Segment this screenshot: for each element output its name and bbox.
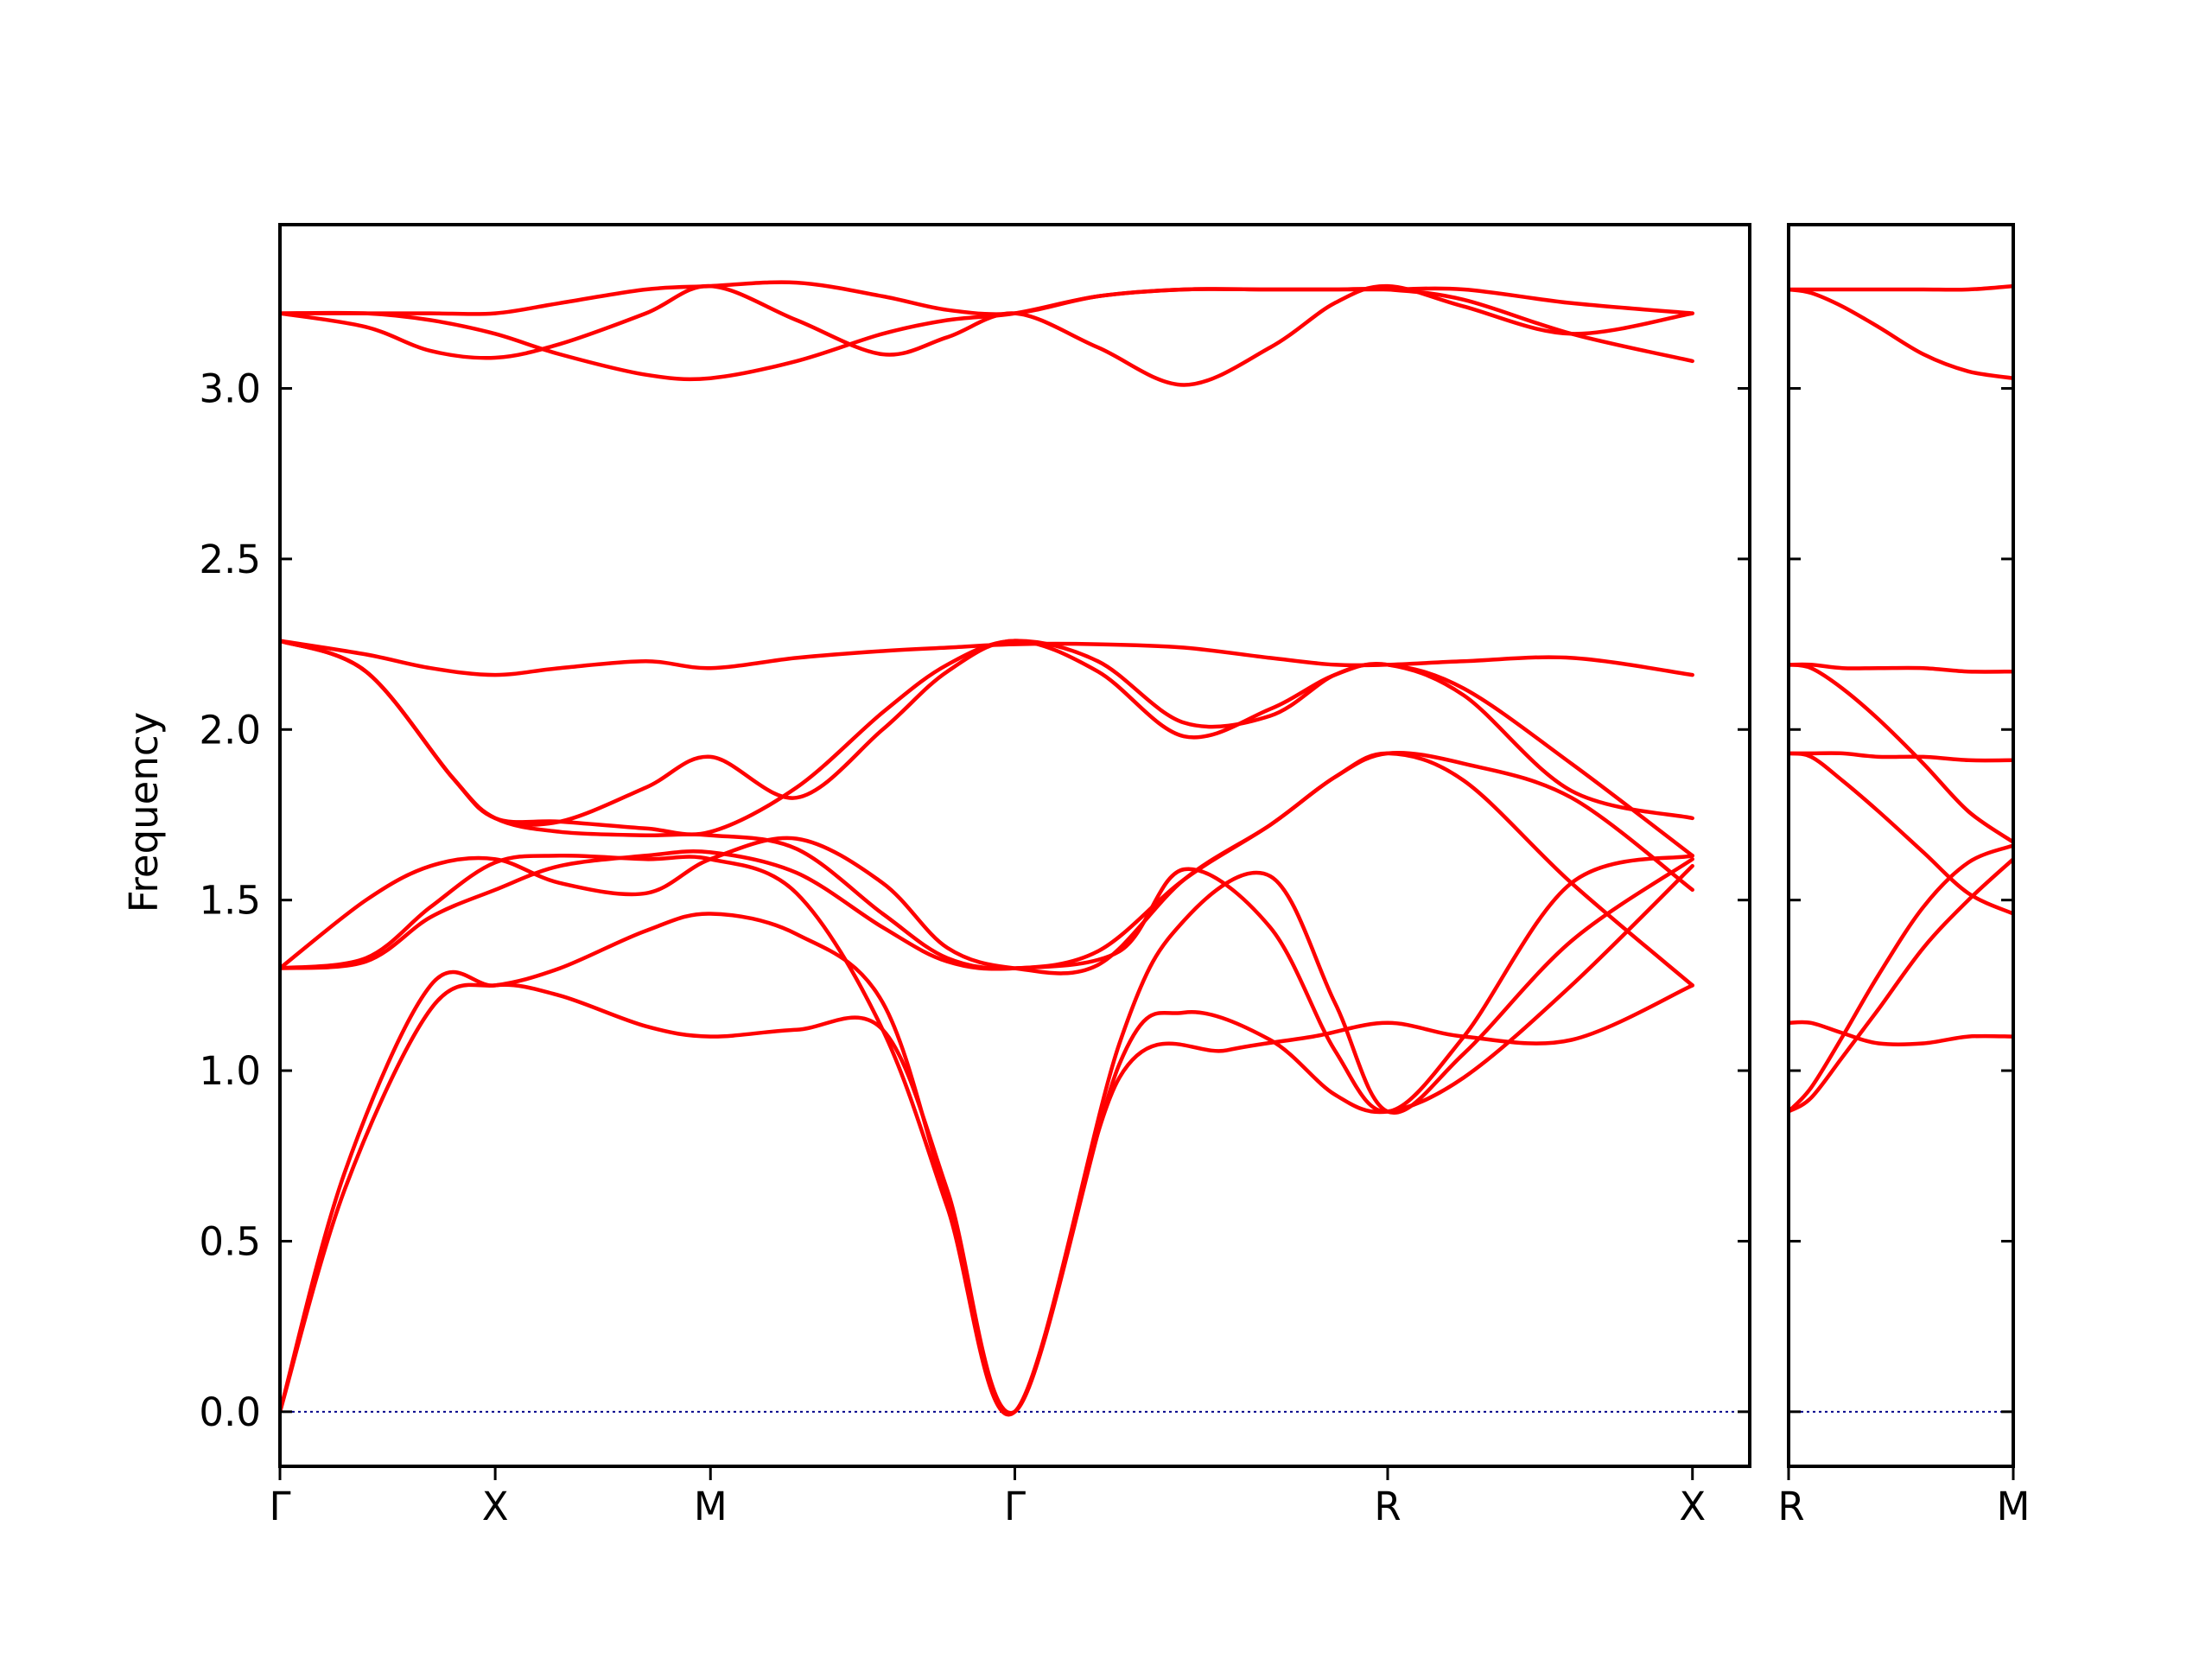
x-tick-label: R [1777, 1484, 1804, 1529]
band-10 [280, 283, 1694, 387]
band-4 [1789, 751, 2013, 916]
x-tick-label: X [1679, 1484, 1706, 1529]
band-4 [280, 849, 1694, 1114]
x-tick-label: M [1997, 1484, 2031, 1529]
y-tick-label: 2.5 [199, 537, 261, 582]
y-tick-label: 3.0 [199, 365, 261, 411]
band-1 [280, 982, 1694, 1415]
band-5 [1789, 751, 2013, 763]
plot-frame [1787, 223, 2015, 1468]
y-tick-label: 0.5 [199, 1218, 261, 1264]
band-3 [280, 853, 1694, 1417]
band-7 [1789, 662, 2013, 674]
x-tick-label: Γ [269, 1484, 290, 1529]
band-12 [280, 280, 1694, 316]
band-11 [280, 286, 1694, 382]
band-2 [1789, 857, 2013, 1114]
band-6 [280, 639, 1694, 971]
y-tick-label: 2.0 [199, 707, 261, 753]
x-tick-label: Γ [1004, 1484, 1026, 1529]
x-tick-label: X [482, 1484, 509, 1529]
band-panel-main: 0.0 0.5 1.0 1.5 2.0 2.5 3.0 Γ X M Γ R X [199, 223, 1751, 1529]
band-1 [1789, 1020, 2013, 1046]
band-2 [280, 863, 1694, 1416]
x-tick-label: M [694, 1484, 728, 1529]
band-5 [280, 751, 1694, 988]
x-tick-label: R [1374, 1484, 1401, 1529]
band-9 [280, 639, 1694, 677]
y-tick-label: 0.0 [199, 1389, 261, 1435]
band-8 [1789, 287, 2013, 380]
y-tick-label: 1.0 [199, 1048, 261, 1094]
band-3 [1789, 843, 2013, 1114]
band-6 [1789, 663, 2013, 844]
y-axis-label: Frequency [121, 712, 167, 912]
band-8 [280, 639, 1694, 827]
y-tick-label: 1.5 [199, 878, 261, 924]
plot-frame [278, 223, 1751, 1468]
band-9 [1789, 283, 2013, 292]
